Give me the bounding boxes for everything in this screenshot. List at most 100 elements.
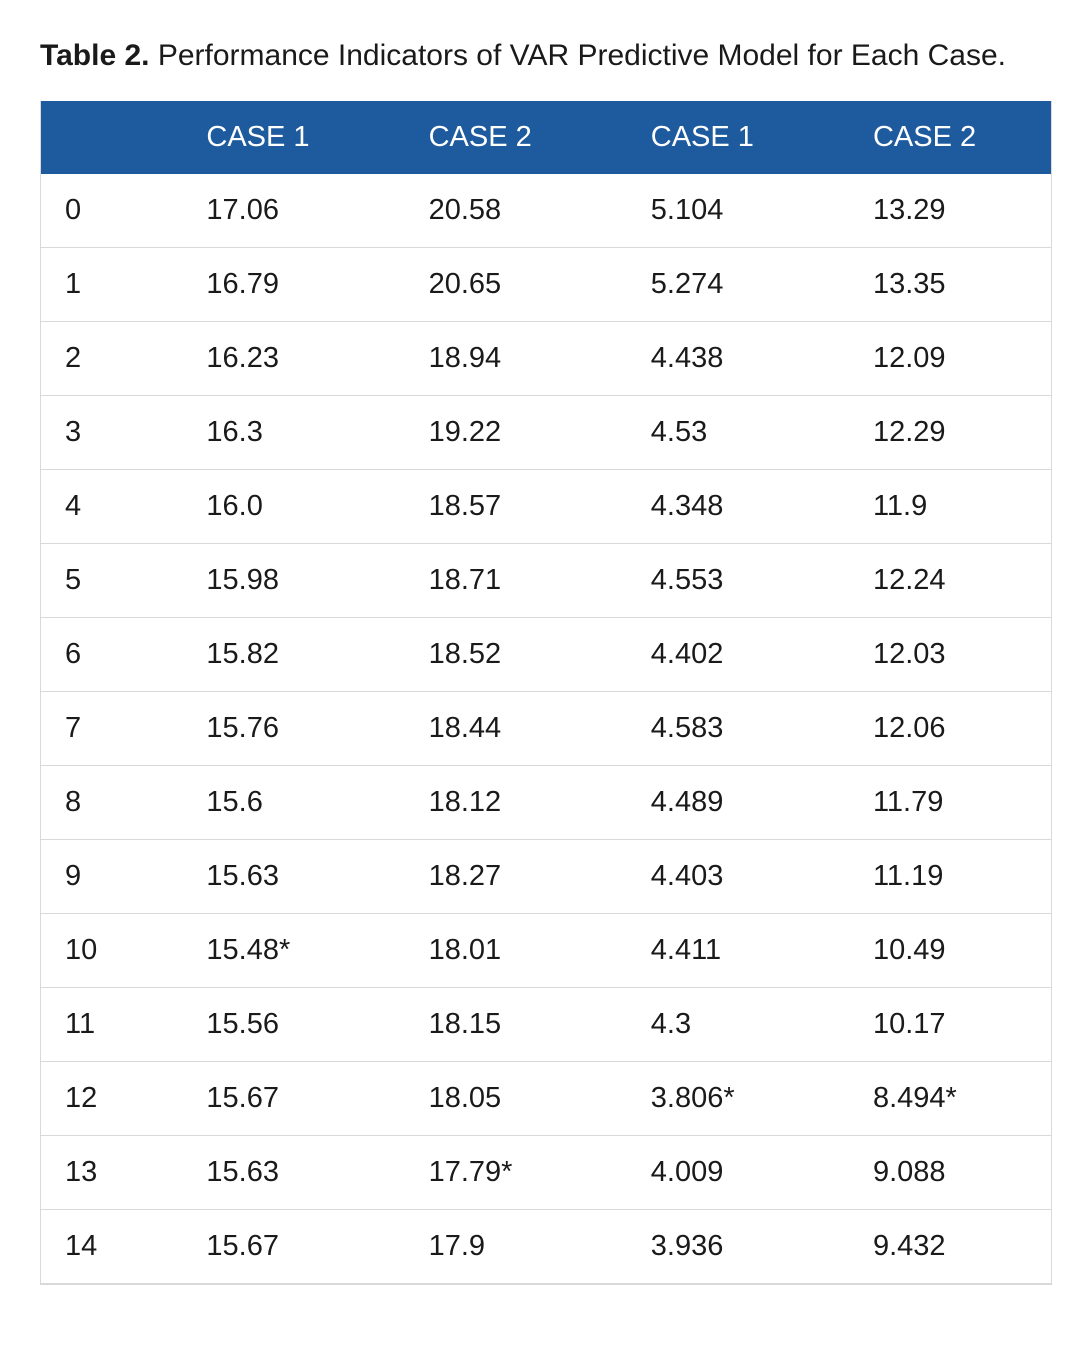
table-row: 1215.6718.053.806*8.494* bbox=[41, 1061, 1051, 1135]
table-row: 017.0620.585.10413.29 bbox=[41, 174, 1051, 248]
table-cell: 16.79 bbox=[182, 247, 404, 321]
table-row: 715.7618.444.58312.06 bbox=[41, 691, 1051, 765]
table-row: 416.018.574.34811.9 bbox=[41, 469, 1051, 543]
table-cell: 19.22 bbox=[405, 395, 627, 469]
table-cell: 13.35 bbox=[849, 247, 1051, 321]
table-row: 1415.6717.93.9369.432 bbox=[41, 1209, 1051, 1283]
caption-lead: Table 2. bbox=[40, 39, 149, 72]
table-cell: 9.432 bbox=[849, 1209, 1051, 1283]
table-cell: 13.29 bbox=[849, 174, 1051, 248]
table-cell: 11.19 bbox=[849, 839, 1051, 913]
table-cell: 16.0 bbox=[182, 469, 404, 543]
table-cell: 20.65 bbox=[405, 247, 627, 321]
table-cell: 4.438 bbox=[627, 321, 849, 395]
table-cell: 18.71 bbox=[405, 543, 627, 617]
table-cell: 18.12 bbox=[405, 765, 627, 839]
table-cell: 8.494* bbox=[849, 1061, 1051, 1135]
table-cell: 9.088 bbox=[849, 1135, 1051, 1209]
table-frame: CASE 1 CASE 2 CASE 1 CASE 2 017.0620.585… bbox=[40, 101, 1052, 1285]
table-cell: 11 bbox=[41, 987, 182, 1061]
col-header-0 bbox=[41, 101, 182, 174]
table-cell: 12.24 bbox=[849, 543, 1051, 617]
table-cell: 12.09 bbox=[849, 321, 1051, 395]
table-cell: 8 bbox=[41, 765, 182, 839]
col-header-4: CASE 2 bbox=[849, 101, 1051, 174]
table-row: 615.8218.524.40212.03 bbox=[41, 617, 1051, 691]
table-cell: 16.3 bbox=[182, 395, 404, 469]
table-cell: 11.9 bbox=[849, 469, 1051, 543]
table-cell: 4.348 bbox=[627, 469, 849, 543]
table-row: 515.9818.714.55312.24 bbox=[41, 543, 1051, 617]
table-cell: 18.57 bbox=[405, 469, 627, 543]
table-cell: 12.06 bbox=[849, 691, 1051, 765]
table-cell: 7 bbox=[41, 691, 182, 765]
table-cell: 3 bbox=[41, 395, 182, 469]
table-row: 216.2318.944.43812.09 bbox=[41, 321, 1051, 395]
table-cell: 18.05 bbox=[405, 1061, 627, 1135]
table-cell: 18.01 bbox=[405, 913, 627, 987]
header-row: CASE 1 CASE 2 CASE 1 CASE 2 bbox=[41, 101, 1051, 174]
table-cell: 13 bbox=[41, 1135, 182, 1209]
page: Table 2. Performance Indicators of VAR P… bbox=[0, 0, 1092, 1345]
table-cell: 15.6 bbox=[182, 765, 404, 839]
table-row: 1115.5618.154.310.17 bbox=[41, 987, 1051, 1061]
table-cell: 0 bbox=[41, 174, 182, 248]
table-cell: 9 bbox=[41, 839, 182, 913]
table-cell: 15.76 bbox=[182, 691, 404, 765]
table-cell: 5.274 bbox=[627, 247, 849, 321]
table-cell: 15.67 bbox=[182, 1209, 404, 1283]
table-row: 1315.6317.79*4.0099.088 bbox=[41, 1135, 1051, 1209]
table-row: 915.6318.274.40311.19 bbox=[41, 839, 1051, 913]
table-cell: 12.03 bbox=[849, 617, 1051, 691]
table-row: 116.7920.655.27413.35 bbox=[41, 247, 1051, 321]
table-cell: 5 bbox=[41, 543, 182, 617]
table-cell: 4.411 bbox=[627, 913, 849, 987]
table-cell: 10.17 bbox=[849, 987, 1051, 1061]
table-cell: 18.52 bbox=[405, 617, 627, 691]
performance-table: CASE 1 CASE 2 CASE 1 CASE 2 017.0620.585… bbox=[41, 101, 1051, 1284]
table-cell: 15.82 bbox=[182, 617, 404, 691]
table-caption: Table 2. Performance Indicators of VAR P… bbox=[40, 36, 1052, 77]
col-header-2: CASE 2 bbox=[405, 101, 627, 174]
table-cell: 4 bbox=[41, 469, 182, 543]
table-cell: 4.553 bbox=[627, 543, 849, 617]
table-cell: 3.806* bbox=[627, 1061, 849, 1135]
table-cell: 4.489 bbox=[627, 765, 849, 839]
table-cell: 5.104 bbox=[627, 174, 849, 248]
col-header-1: CASE 1 bbox=[182, 101, 404, 174]
table-row: 1015.48*18.014.41110.49 bbox=[41, 913, 1051, 987]
table-cell: 15.56 bbox=[182, 987, 404, 1061]
table-cell: 17.9 bbox=[405, 1209, 627, 1283]
table-row: 815.618.124.48911.79 bbox=[41, 765, 1051, 839]
table-cell: 15.63 bbox=[182, 839, 404, 913]
table-cell: 6 bbox=[41, 617, 182, 691]
table-cell: 4.3 bbox=[627, 987, 849, 1061]
table-cell: 14 bbox=[41, 1209, 182, 1283]
col-header-3: CASE 1 bbox=[627, 101, 849, 174]
table-cell: 15.63 bbox=[182, 1135, 404, 1209]
table-cell: 17.06 bbox=[182, 174, 404, 248]
table-cell: 15.67 bbox=[182, 1061, 404, 1135]
table-cell: 4.583 bbox=[627, 691, 849, 765]
table-cell: 15.98 bbox=[182, 543, 404, 617]
caption-text: Performance Indicators of VAR Predictive… bbox=[158, 39, 1006, 72]
table-cell: 4.403 bbox=[627, 839, 849, 913]
table-cell: 2 bbox=[41, 321, 182, 395]
table-cell: 10.49 bbox=[849, 913, 1051, 987]
table-cell: 11.79 bbox=[849, 765, 1051, 839]
table-cell: 4.009 bbox=[627, 1135, 849, 1209]
table-cell: 12 bbox=[41, 1061, 182, 1135]
table-cell: 10 bbox=[41, 913, 182, 987]
table-cell: 18.94 bbox=[405, 321, 627, 395]
table-cell: 15.48* bbox=[182, 913, 404, 987]
table-cell: 3.936 bbox=[627, 1209, 849, 1283]
table-cell: 12.29 bbox=[849, 395, 1051, 469]
table-cell: 1 bbox=[41, 247, 182, 321]
table-cell: 18.27 bbox=[405, 839, 627, 913]
table-cell: 4.402 bbox=[627, 617, 849, 691]
table-cell: 4.53 bbox=[627, 395, 849, 469]
table-row: 316.319.224.5312.29 bbox=[41, 395, 1051, 469]
table-cell: 16.23 bbox=[182, 321, 404, 395]
table-header: CASE 1 CASE 2 CASE 1 CASE 2 bbox=[41, 101, 1051, 174]
table-cell: 18.15 bbox=[405, 987, 627, 1061]
